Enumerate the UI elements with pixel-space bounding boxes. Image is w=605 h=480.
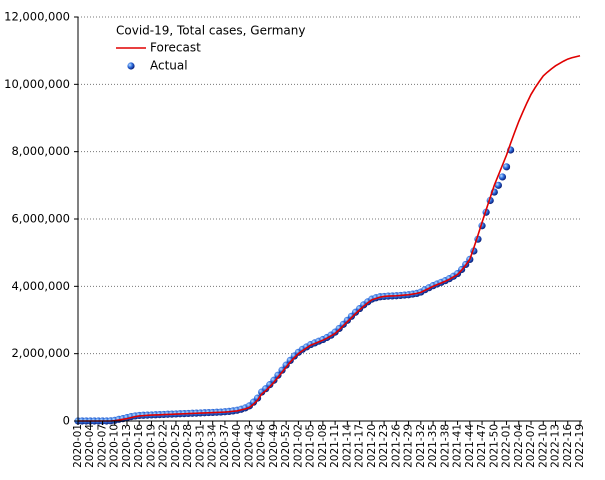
x-tick-label: 2021-32: [415, 424, 427, 468]
y-tick-label: 6,000,000: [11, 212, 70, 226]
legend-label: Actual: [150, 59, 188, 73]
x-tick-label: 2021-29: [403, 424, 415, 468]
x-tick-label: 2022-13: [550, 424, 562, 468]
x-tick-label: 2020-25: [170, 424, 182, 468]
legend: Covid-19, Total cases, Germany Forecast A…: [116, 24, 305, 73]
forecast-line: [78, 54, 581, 422]
x-tick-label: 2021-05: [305, 424, 317, 468]
legend-label: Forecast: [150, 41, 201, 55]
x-tick-label: 2021-35: [427, 424, 439, 468]
x-tick-label: 2022-07: [525, 424, 537, 468]
actual-point: [494, 181, 502, 189]
x-tick-label: 2022-10: [537, 424, 549, 468]
x-tick-label: 2021-11: [329, 424, 341, 468]
legend-marker: [127, 62, 135, 70]
x-tick-label: 2021-26: [390, 424, 402, 468]
x-tick-label: 2021-02: [292, 424, 304, 468]
y-tick-label: 4,000,000: [11, 279, 70, 293]
x-tick-label: 2020-28: [182, 424, 194, 468]
y-tick-label: 8,000,000: [11, 144, 70, 158]
x-tick-label: 2022-16: [562, 424, 574, 468]
x-tick-label: 2020-10: [109, 424, 121, 468]
actual-point: [498, 173, 507, 181]
actual-point: [274, 371, 282, 379]
x-tick-label: 2022-04: [513, 424, 525, 468]
x-tick-label: 2020-01: [72, 424, 84, 468]
actual-point: [278, 366, 286, 374]
x-tick-label: 2020-52: [280, 424, 292, 468]
chart-title: Covid-19, Total cases, Germany: [116, 24, 305, 38]
x-tick-label: 2020-37: [219, 424, 231, 468]
x-tick-label: 2020-07: [96, 424, 108, 468]
x-tick-label: 2020-31: [194, 424, 206, 468]
x-tick-label: 2020-19: [145, 424, 157, 468]
x-tick-label: 2020-34: [207, 424, 219, 468]
x-tick-label: 2021-14: [341, 424, 353, 468]
x-tick-label: 2021-23: [378, 424, 390, 468]
x-tick-label: 2021-17: [354, 424, 366, 468]
y-tick-label: 10,000,000: [4, 77, 70, 91]
x-tick-label: 2021-20: [366, 424, 378, 468]
x-tick-label: 2021-44: [464, 424, 476, 468]
y-tick-label: 0: [63, 414, 70, 428]
x-tick-label: 2020-13: [121, 424, 133, 468]
x-tick-label: 2020-40: [231, 424, 243, 468]
actual-point: [282, 361, 290, 369]
x-tick-label: 2022-19: [574, 424, 586, 468]
x-tick-label: 2021-08: [317, 424, 329, 468]
actual-point: [270, 376, 278, 384]
x-tick-label: 2020-46: [256, 424, 268, 468]
x-tick-label: 2021-38: [439, 424, 451, 468]
x-tick-label: 2020-04: [84, 424, 96, 468]
y-tick-label: 2,000,000: [11, 346, 70, 360]
x-tick-label: 2021-41: [452, 424, 464, 468]
y-tick-label: 12,000,000: [4, 10, 70, 24]
x-tick-label: 2020-22: [158, 424, 170, 468]
x-tick-label: 2021-47: [476, 424, 488, 468]
plot-area: [74, 54, 581, 425]
x-tick-label: 2020-43: [243, 424, 255, 468]
x-tick-label: 2020-16: [133, 424, 145, 468]
x-tick-label: 2022-01: [501, 424, 513, 468]
actual-point: [502, 163, 511, 171]
grid: [78, 16, 582, 422]
x-tick-label: 2020-49: [268, 424, 280, 468]
x-tick-label: 2021-50: [488, 424, 500, 468]
